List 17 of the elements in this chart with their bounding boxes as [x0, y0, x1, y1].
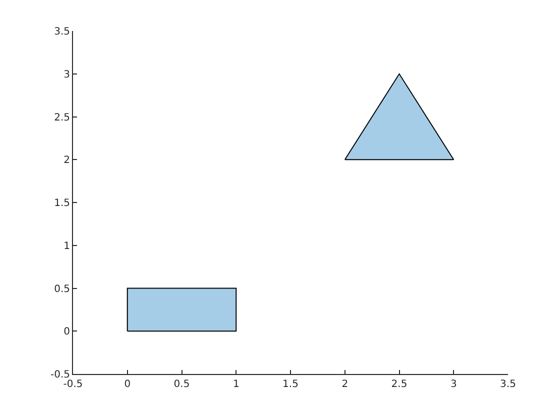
y-tick-label: 0: [64, 326, 70, 338]
x-tick-label: 3: [450, 379, 457, 390]
x-tick-label: 3.5: [500, 379, 516, 390]
y-tick-label: 2.5: [54, 112, 70, 124]
x-tick-label: 1: [232, 379, 240, 390]
x-tick-label: 2.5: [391, 379, 408, 390]
x-tick-label: 2: [342, 379, 348, 390]
x-tick-label: 1.5: [282, 379, 298, 390]
y-tick-label: 3: [64, 69, 70, 80]
y-tick-label: 0.5: [54, 284, 70, 295]
x-tick-label: 0.5: [174, 379, 190, 390]
y-tick-label: -0.5: [50, 370, 70, 380]
y-tick-label: 1: [64, 240, 70, 252]
y-tick-label: 1.5: [54, 198, 70, 209]
y-tick-label: 2: [64, 155, 70, 166]
y-tick-label: 3.5: [54, 26, 70, 38]
x-tick-label: 0: [124, 379, 131, 390]
